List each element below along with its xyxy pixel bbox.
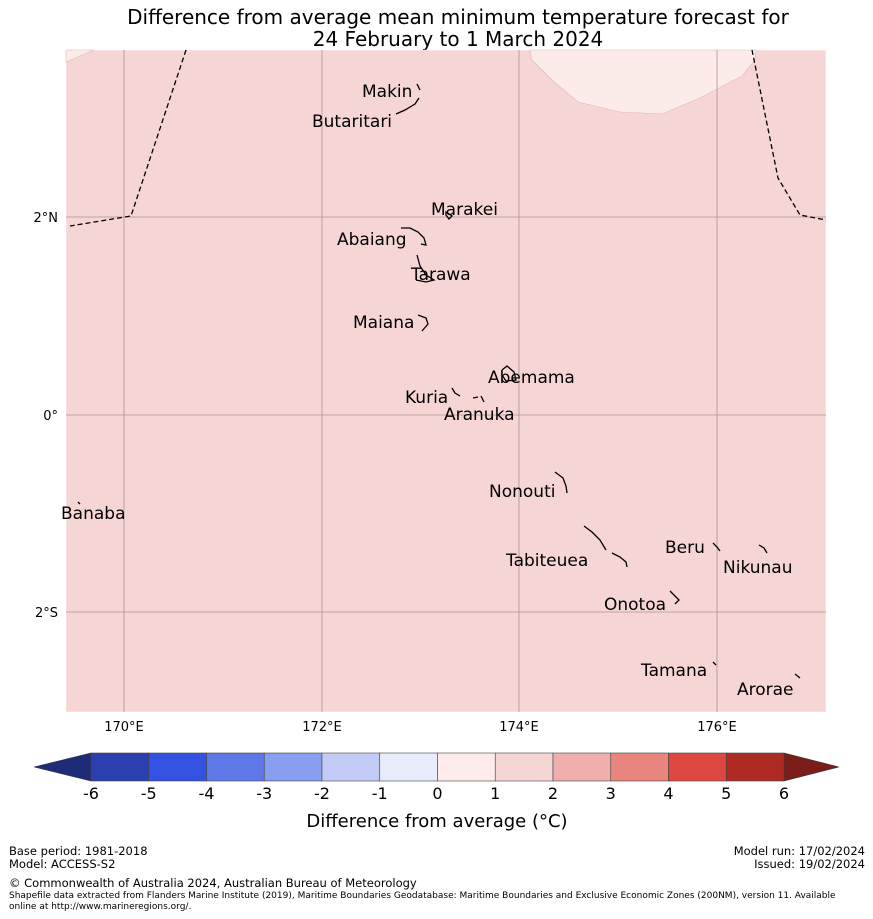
- nikunau-island-outline: [758, 544, 768, 554]
- colorbar-bin: [206, 752, 265, 782]
- colorbar-tick-label: -4: [199, 784, 215, 803]
- place-label-arorae: Arorae: [737, 680, 794, 700]
- place-label-tamana: Tamana: [640, 661, 707, 681]
- lat-label-0: 0°: [43, 409, 58, 424]
- place-label-abaiang: Abaiang: [337, 230, 407, 250]
- lon-label-172e: 172°E: [302, 720, 342, 735]
- onotoa-atoll-outline: [669, 590, 680, 605]
- abaiang-atoll-outline: [401, 227, 427, 246]
- lat-label-2n: 2°N: [34, 211, 59, 226]
- map-title-line2: 24 February to 1 March 2024: [312, 27, 604, 51]
- place-label-nikunau: Nikunau: [723, 558, 793, 578]
- colorbar-bin: [379, 752, 438, 782]
- banaba-island-outline: [77, 501, 81, 505]
- tarawa-atoll-outline: [415, 254, 436, 283]
- nonouti-atoll-outline: [554, 471, 568, 494]
- colorbar-tick-label: -2: [314, 784, 330, 803]
- tamana-island-outline: [712, 661, 717, 666]
- copyright-text: © Commonwealth of Australia 2024, Austra…: [9, 876, 417, 890]
- maiana-atoll-outline: [417, 314, 429, 332]
- place-label-aranuka: Aranuka: [444, 405, 515, 425]
- colorbar-over-arrow: [783, 752, 840, 782]
- place-labels: Makin Butaritari Marakei Abaiang Tarawa …: [61, 82, 794, 700]
- map-title-line1: Difference from average mean minimum tem…: [127, 5, 789, 29]
- lon-label-170e: 170°E: [104, 720, 144, 735]
- colorbar-tick-label: 4: [663, 784, 673, 803]
- base-period-text: Base period: 1981-2018: [9, 844, 148, 858]
- model-run-text: Model run: 17/02/2024: [733, 844, 865, 858]
- lon-label-174e: 174°E: [499, 720, 539, 735]
- place-label-abemama: Abemama: [488, 368, 575, 388]
- island-outlines: [77, 83, 801, 679]
- colorbar: -6 -5 -4 -3 -2 -1 0 1 2 3 4 5 6 Difference from aver…: [33, 752, 840, 832]
- map-area: Makin Butaritari Marakei Abaiang Tarawa …: [34, 49, 827, 735]
- model-text: Model: ACCESS-S2: [9, 857, 116, 871]
- arorae-island-outline: [794, 673, 801, 679]
- colorbar-bin: [90, 752, 150, 782]
- colorbar-bin: [321, 752, 381, 782]
- tabiteuea-atoll-outline: [583, 525, 628, 568]
- colorbar-tick-label: 6: [779, 784, 789, 803]
- colorbar-bin: [725, 752, 785, 782]
- lon-label-176e: 176°E: [697, 720, 737, 735]
- abemama-atoll-outline: [501, 365, 517, 382]
- aranuka-atoll-outline: [472, 395, 485, 403]
- lat-label-2s: 2°S: [35, 606, 58, 621]
- place-label-maiana: Maiana: [353, 313, 414, 333]
- colorbar-tick-label: -1: [372, 784, 388, 803]
- place-label-banaba: Banaba: [61, 504, 125, 524]
- colorbar-bin: [494, 752, 554, 782]
- colorbar-bin: [552, 752, 612, 782]
- place-label-tabiteuea: Tabiteuea: [505, 551, 588, 571]
- place-label-tarawa: Tarawa: [410, 265, 471, 285]
- place-label-onotoa: Onotoa: [604, 595, 666, 615]
- issued-text: Issued: 19/02/2024: [754, 857, 865, 871]
- butaritari-atoll-outline: [395, 97, 420, 115]
- colorbar-tick-label: 5: [721, 784, 731, 803]
- place-label-marakei: Marakei: [431, 200, 498, 220]
- lighter-anomaly-patch: [529, 49, 757, 115]
- kuria-atoll-outline: [451, 387, 461, 397]
- colorbar-bin: [610, 752, 669, 782]
- colorbar-bin: [668, 752, 727, 782]
- graticule: [66, 50, 826, 712]
- place-label-kuria: Kuria: [405, 388, 448, 408]
- colorbar-bin: [437, 752, 496, 782]
- colorbar-bin: [263, 752, 323, 782]
- lighter-anomaly-patch-corner: [65, 49, 95, 63]
- axis-labels: 2°N 0° 2°S 170°E 172°E 174°E 176°E: [34, 211, 737, 735]
- colorbar-tick-label: 3: [606, 784, 616, 803]
- place-label-beru: Beru: [665, 538, 705, 558]
- eez-boundaries: [69, 49, 827, 227]
- colorbar-tick-label: 1: [490, 784, 500, 803]
- place-label-butaritari: Butaritari: [312, 112, 392, 132]
- colorbar-tick-label: 0: [432, 784, 442, 803]
- source-text: Shapefile data extracted from Flanders M…: [9, 891, 836, 912]
- colorbar-tick-label: 2: [548, 784, 558, 803]
- colorbar-bin: [148, 752, 207, 782]
- place-label-makin: Makin: [362, 82, 412, 102]
- colorbar-under-arrow: [33, 752, 92, 782]
- colorbar-tick-label: -6: [83, 784, 99, 803]
- marakei-atoll-outline: [445, 210, 454, 220]
- colorbar-tick-label: -3: [256, 784, 272, 803]
- place-label-nonouti: Nonouti: [489, 482, 555, 502]
- anomaly-fill: [65, 49, 827, 713]
- beru-atoll-outline: [712, 542, 721, 552]
- colorbar-label: Difference from average (°C): [306, 811, 567, 832]
- makin-atoll-outline: [416, 83, 421, 91]
- colorbar-tick-label: -5: [141, 784, 157, 803]
